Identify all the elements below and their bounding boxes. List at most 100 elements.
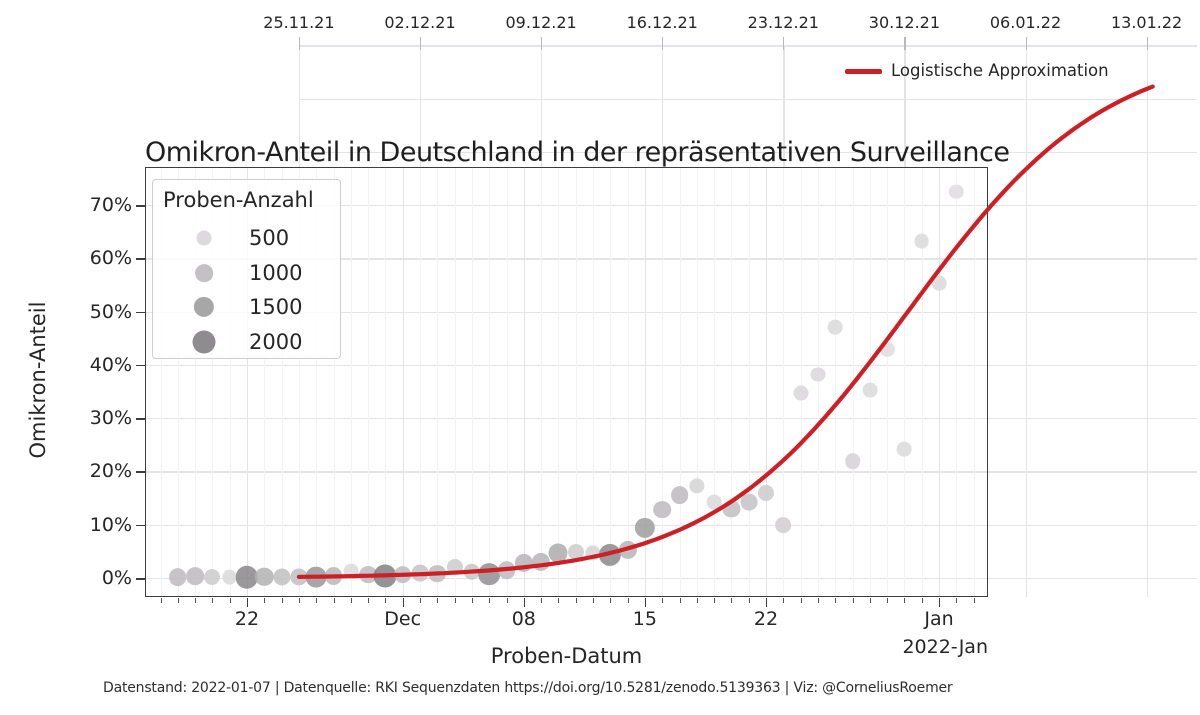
x-axis-label: Dec [384,608,422,630]
x-axis-major-tick [402,598,405,607]
x-axis-minor-tick [229,598,231,603]
v-gridline-daily [264,167,266,597]
x-axis-minor-tick [679,598,681,603]
v-gridline-daily [160,167,162,597]
top-axis-tick [1146,37,1148,50]
x-axis-label: 15 [632,608,657,630]
h-gridline-outer [298,45,1197,47]
top-axis-tick [783,37,785,50]
x-axis-minor-tick [714,598,716,603]
x-axis-minor-tick [748,598,750,603]
data-point [222,570,238,585]
y-axis-tick [136,524,145,527]
x-axis-label: Jan [924,608,954,630]
x-axis-minor-tick [593,598,594,603]
top-axis-label: 23.12.21 [747,13,819,32]
size-legend-label: 2000 [249,330,303,354]
x-axis-minor-tick [610,598,612,603]
x-axis-minor-tick [506,598,508,603]
y-axis-tick [136,471,145,473]
y-axis-label: 0% [101,567,132,589]
x-axis-label: 22 [234,608,260,630]
y-axis-tick [136,311,145,314]
x-axis-minor-tick [471,598,473,603]
x-axis-minor-tick [575,598,577,603]
x-axis-offset-label: 2022-Jan [902,636,988,658]
data-point [186,567,204,586]
top-axis-label: 09.12.21 [505,13,577,32]
x-axis-title: Proben-Datum [490,644,643,668]
x-axis-minor-tick [333,598,335,603]
x-axis-minor-tick [800,598,802,603]
x-axis-minor-tick [368,598,370,603]
y-axis-tick [136,205,145,207]
y-axis-label: 10% [89,513,132,536]
top-axis-tick [662,37,664,50]
y-axis-tick [136,578,145,580]
v-gridline-weekly [1146,45,1148,597]
data-point [168,568,187,586]
data-point [204,568,221,585]
size-legend-dot [193,296,215,318]
x-axis-minor-tick [869,598,871,603]
x-axis-minor-tick [904,598,906,603]
top-axis-tick [1025,37,1027,50]
size-legend-box: Proben-Anzahl 500 1000 1500 2000 [152,179,341,359]
v-gridline-daily [195,167,197,597]
x-axis-minor-tick [350,598,352,603]
logistic-line-label: Logistische Approximation [891,61,1109,80]
x-axis-minor-tick [420,598,421,603]
x-axis-minor-tick [316,598,318,603]
x-axis-minor-tick [212,598,214,603]
y-axis-tick [136,258,145,260]
x-axis-minor-tick [835,598,837,603]
x-axis-minor-tick [731,598,733,603]
v-gridline-daily [212,167,214,597]
x-axis-minor-tick [195,598,197,603]
x-axis-major-tick [247,598,249,607]
y-axis-label: 20% [89,460,132,483]
size-legend-label: 1000 [249,261,303,285]
x-axis-minor-tick [973,598,975,603]
top-axis-label: 25.11.21 [263,13,335,32]
y-axis-title: Omikron-Anteil [26,301,50,459]
y-axis-label: 60% [89,247,132,270]
size-legend-dot [196,230,212,246]
x-axis-minor-tick [177,598,179,603]
top-axis-label: 06.01.22 [989,13,1062,32]
x-axis-minor-tick [662,598,664,603]
x-axis-major-tick [766,598,768,607]
logistic-line-swatch [845,69,882,74]
top-axis-tick [420,37,422,50]
data-point [235,565,259,589]
x-axis-major-tick [939,598,941,607]
x-axis-major-tick [644,598,647,607]
top-axis-tick [541,37,543,50]
v-gridline-daily [177,167,179,597]
top-axis-tick [904,37,906,50]
x-axis-minor-tick [627,598,629,603]
x-axis-minor-tick [956,598,958,603]
v-gridline-major [247,167,249,597]
size-legend-dot [192,330,216,354]
y-axis-label: 50% [89,300,132,323]
x-axis-minor-tick [921,598,923,603]
y-axis-tick [136,418,145,420]
x-axis-label: 08 [511,608,536,630]
y-axis-tick [136,364,145,367]
x-axis-minor-tick [558,598,560,603]
x-axis-minor-tick [783,598,785,603]
x-axis-minor-tick [437,598,439,603]
x-axis-minor-tick [541,598,543,603]
x-axis-minor-tick [298,598,300,603]
x-axis-minor-tick [852,598,854,603]
v-gridline-daily [229,167,231,597]
top-axis-label: 30.12.21 [868,13,941,32]
x-axis-label: 22 [753,608,779,630]
x-axis-minor-tick [385,598,387,603]
v-gridline-weekly [1025,45,1027,597]
x-axis-minor-tick [887,598,889,603]
size-legend-dot [195,264,213,282]
x-axis-minor-tick [817,598,819,603]
